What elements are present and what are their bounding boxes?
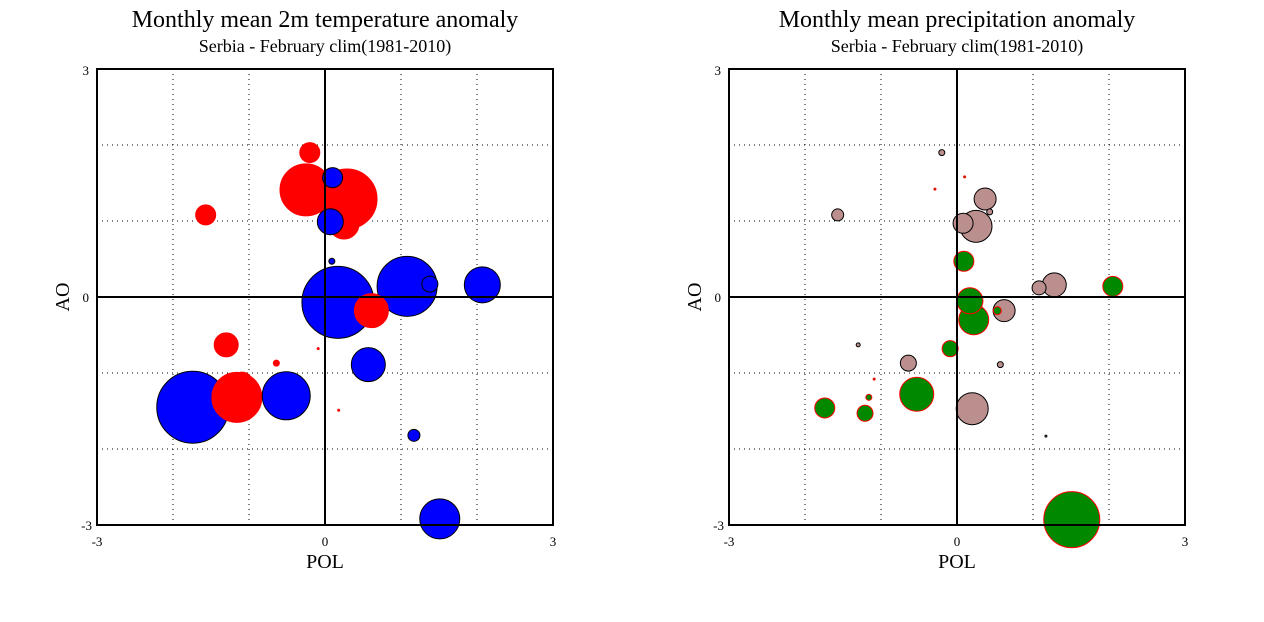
bubble-positive [316,347,320,351]
x-tick-label: 0 [322,534,329,549]
bubble-positive [231,371,253,393]
bubble-positive [865,393,873,401]
bubble-positive [1102,275,1124,297]
x-tick-label: 3 [550,534,557,549]
y-tick-label: 0 [715,290,722,305]
y-tick-label: 3 [715,63,722,78]
y-axis-label: AO [684,283,706,312]
bubble-positive [814,397,836,419]
bubble-negative [1044,434,1048,438]
x-tick-label: 0 [954,534,961,549]
chart-subtitle: Serbia - February clim(1981-2010) [199,36,451,57]
grid-lines [729,69,1185,525]
bubble-positive [872,377,876,381]
bubble-positive [899,376,935,412]
bubble-negative [952,212,974,234]
bubble-negative [421,275,439,293]
y-tick-label: 0 [83,290,90,305]
grid-lines [97,69,553,525]
bubble-negative [328,257,336,265]
bubble-negative [831,208,845,222]
chart-subtitle: Serbia - February clim(1981-2010) [831,36,1083,57]
y-axis-label: AO [52,283,74,312]
bubble-positive [299,142,321,164]
bubble-negative [938,149,946,157]
bubbles [156,142,501,540]
bubble-negative [986,208,994,216]
bubble-negative [407,428,421,442]
x-axis-label: POL [938,551,976,573]
bubble-negative [899,354,917,372]
x-tick-label: 3 [1182,534,1189,549]
bubble-positive [941,340,959,358]
bubble-positive [213,332,239,358]
x-axis-label: POL [306,551,344,573]
bubble-positive [272,359,280,367]
x-tick-label: -3 [724,534,735,549]
bubble-positive [1043,491,1101,549]
bubble-negative [350,347,386,383]
bubble-positive [353,293,389,329]
bubble-negative [322,167,344,189]
bubble-negative [261,371,311,421]
bubble-negative [973,187,997,211]
bubble-negative [419,498,461,540]
temperature-panel: Monthly mean 2m temperature anomaly Serb… [52,7,556,573]
bubble-negative [1031,280,1047,296]
y-tick-label: 3 [83,63,90,78]
chart-title: Monthly mean 2m temperature anomaly [132,7,519,33]
bubble-positive [953,250,975,272]
bubble-negative [955,392,989,426]
bubble-negative [996,361,1004,369]
bubble-positive [933,187,937,191]
bubble-negative [316,208,344,236]
bubble-positive [963,175,967,179]
precipitation-panel: Monthly mean precipitation anomaly Serbi… [684,7,1188,573]
bubble-negative [855,342,861,348]
chart-title: Monthly mean precipitation anomaly [779,7,1136,33]
y-tick-label: -3 [81,518,92,533]
y-tick-label: -3 [713,518,724,533]
bubble-positive [195,204,217,226]
bubble-positive [856,404,874,422]
x-tick-label: -3 [92,534,103,549]
bubble-positive [279,163,333,217]
bubble-positive [992,306,1002,316]
bubble-negative [463,266,501,304]
bubble-positive [337,408,341,412]
bubbles [814,149,1124,549]
bubble-positive [956,287,984,315]
